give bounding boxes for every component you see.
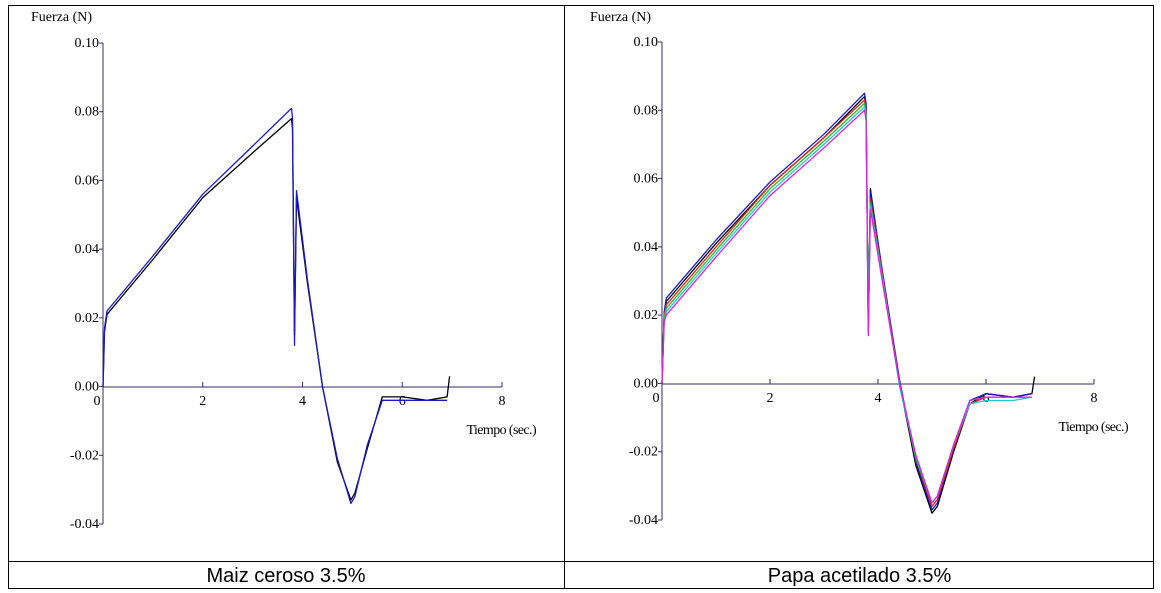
caption-papa-acetilado: Papa acetilado 3.5% [767, 565, 952, 587]
series-line-5 [661, 109, 1032, 504]
caption-divider [8, 561, 1154, 562]
y-tick-label: -0.04 [70, 517, 99, 532]
y-tick-label: 0.06 [75, 173, 100, 188]
x-tick-label: 4 [875, 391, 882, 406]
x-tick-label: 2 [767, 391, 774, 406]
series-line-0 [102, 117, 451, 501]
y-tick-label: 0.06 [634, 172, 659, 187]
x-axis-label: Tiempo (sec.) [1059, 420, 1129, 435]
x-tick-label: 8 [1091, 391, 1098, 406]
x-tick-label: 2 [199, 394, 206, 409]
y-tick-label: 0.00 [75, 380, 100, 395]
y-tick-label: 0.00 [634, 376, 659, 391]
x-tick-label: 0 [94, 394, 101, 409]
series-line-3 [661, 102, 1032, 504]
y-tick-label: 0.08 [75, 105, 100, 120]
y-tick-label: 0.04 [75, 242, 100, 257]
y-tick-label: -0.02 [629, 445, 658, 460]
x-tick-label: 4 [299, 394, 306, 409]
series-line-2 [661, 99, 1032, 507]
y-axis-label: Fuerza (N) [590, 10, 651, 25]
y-tick-label: 0.02 [634, 308, 659, 323]
caption-maiz-ceroso: Maiz ceroso 3.5% [206, 565, 366, 587]
chart-papa-acetilado: 0.10 0.08 0.06 0.04 0.02 0.00 -0.02 -0.04 0 2 4 6 8 F… [590, 10, 1130, 528]
series-line-1 [102, 107, 448, 505]
y-tick-label: -0.04 [629, 513, 658, 528]
y-tick-label: 0.10 [634, 35, 659, 50]
x-tick-label: 6 [983, 391, 990, 406]
y-tick-label: 0.04 [634, 240, 659, 255]
y-tick-label: 0.08 [634, 103, 659, 118]
figure-frame [8, 5, 1154, 589]
y-tick-label: 0.10 [75, 36, 100, 51]
x-axis-label: Tiempo (sec.) [467, 423, 537, 438]
y-tick-label: -0.02 [70, 448, 99, 463]
x-tick-label: 8 [499, 394, 506, 409]
y-axis-label: Fuerza (N) [31, 10, 92, 25]
y-tick-label: 0.02 [75, 311, 100, 326]
panel-divider [564, 5, 565, 589]
x-tick-label: 6 [399, 394, 406, 409]
chart-maiz-ceroso: 0.10 0.08 0.06 0.04 0.02 0.00 -0.02 -0.04 0 2 4 6 8 F… [31, 10, 538, 532]
x-tick-label: 0 [653, 391, 660, 406]
series-line-4 [661, 106, 1033, 504]
series-line-0 [661, 95, 1036, 514]
series-line-1 [661, 92, 1033, 511]
